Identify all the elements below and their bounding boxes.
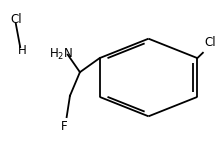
Text: H: H	[18, 44, 27, 57]
Text: Cl: Cl	[204, 36, 216, 49]
Text: H$_2$N: H$_2$N	[49, 47, 73, 62]
Text: Cl: Cl	[10, 13, 22, 26]
Text: F: F	[61, 120, 68, 133]
